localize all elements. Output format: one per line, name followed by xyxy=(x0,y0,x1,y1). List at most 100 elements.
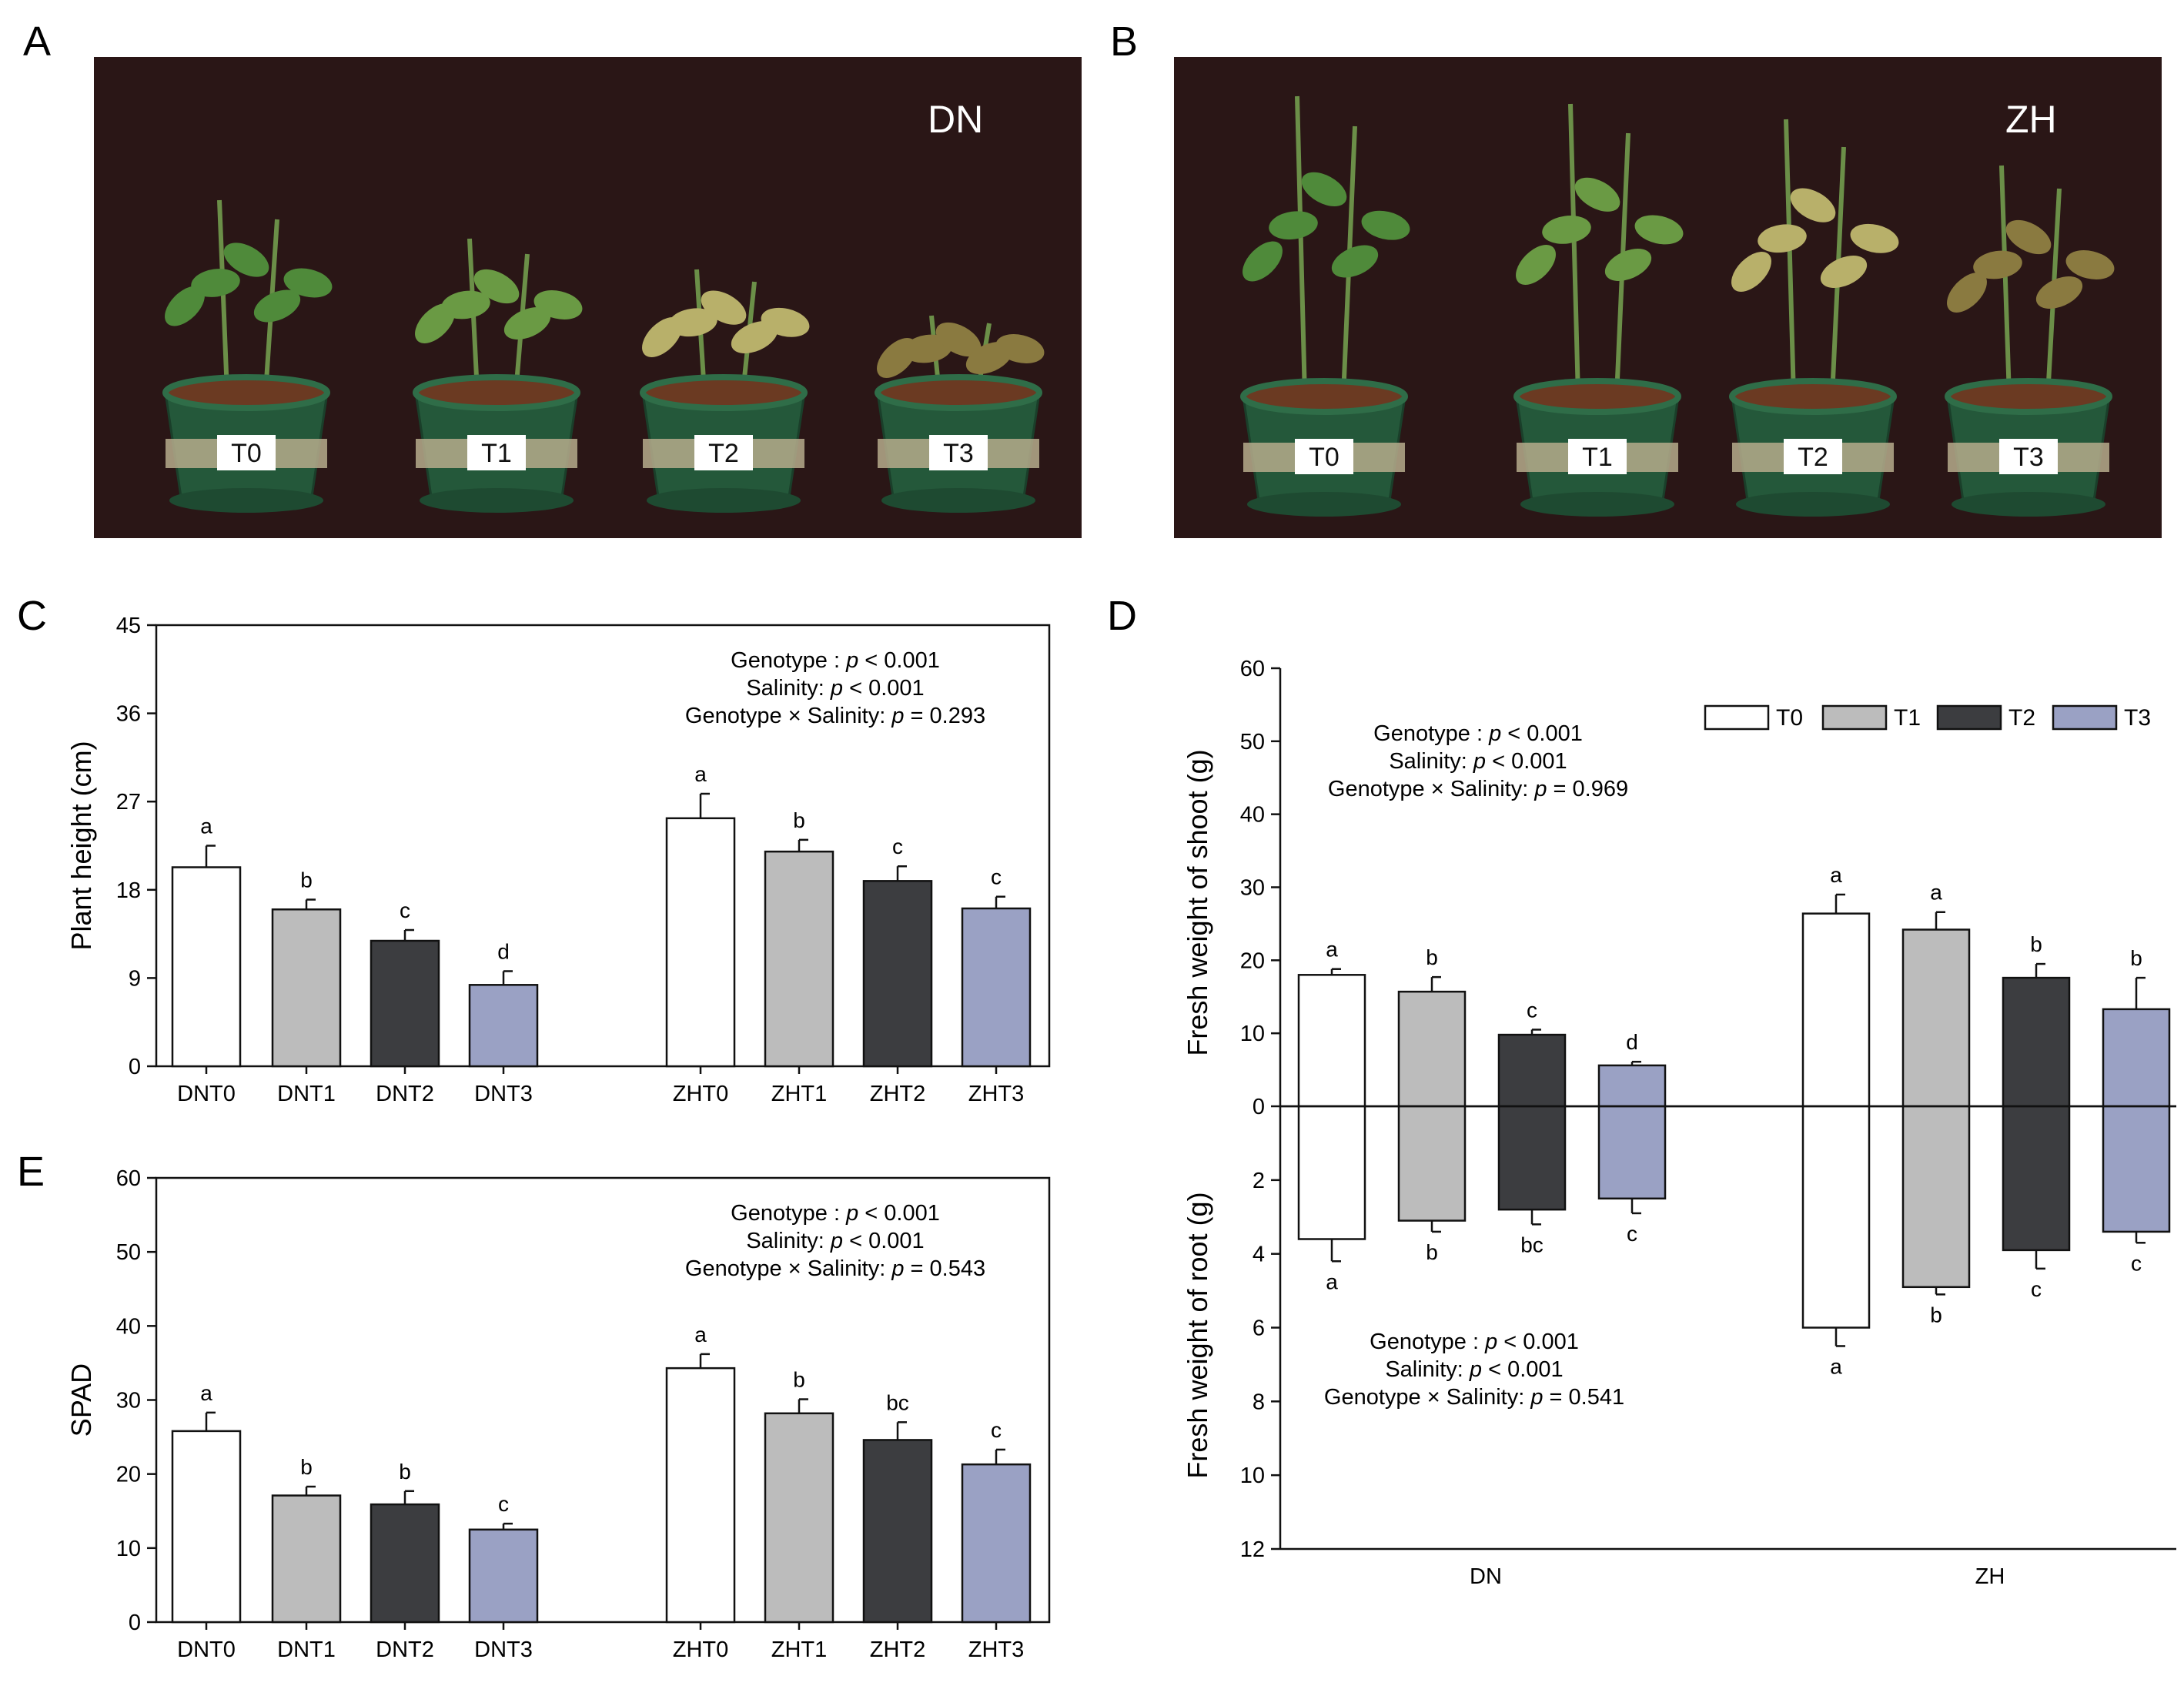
significance-letter: d xyxy=(497,939,510,963)
x-tick-label: ZHT3 xyxy=(968,1082,1025,1106)
plant-leaf xyxy=(1542,216,1591,244)
root-bar xyxy=(1801,1105,1871,1329)
root-bar xyxy=(1597,1105,1667,1200)
pot-rim xyxy=(875,374,1042,411)
significance-letter: d xyxy=(1626,1030,1638,1054)
significance-letter: b xyxy=(399,1460,411,1484)
photo-dn-genotype-label: DN xyxy=(928,98,983,141)
y-tick-label: 18 xyxy=(116,878,141,903)
significance-letter: b xyxy=(1930,1303,1942,1326)
significance-letter: a xyxy=(1326,938,1338,962)
plant-leaf xyxy=(1820,256,1868,288)
x-tick-label: DNT3 xyxy=(474,1082,533,1106)
shoot-bar xyxy=(1497,1033,1567,1108)
panel-letter-d: D xyxy=(1107,593,1137,639)
shoot-bar xyxy=(1901,928,1971,1108)
significance-letter: c xyxy=(1627,1222,1637,1246)
plant-leaf xyxy=(731,321,778,353)
significance-letter: a xyxy=(1830,1354,1842,1378)
legend-label: T2 xyxy=(2008,705,2035,731)
pot-label-box xyxy=(1295,439,1353,474)
panel-letter-b: B xyxy=(1110,18,1138,65)
plant-leaf xyxy=(165,286,205,326)
chart-spad: 0 10 20 30 40 50 60 SPAD a DNT0 b DNT1 b DNT2 c DNT3 a ZH… xyxy=(65,1166,1051,1662)
pot-label: T2 xyxy=(1798,443,1828,472)
plant-leaf xyxy=(995,334,1045,363)
bar xyxy=(961,1463,1032,1624)
significance-letter: c xyxy=(1527,998,1537,1022)
significance-letter: a xyxy=(694,762,707,786)
plant-leaf xyxy=(223,243,269,277)
x-tick-label: ZHT0 xyxy=(673,1637,729,1662)
y-axis-label-root: Fresh weight of root (g) xyxy=(1182,1192,1213,1478)
pot-label: T2 xyxy=(708,439,739,468)
root-bar xyxy=(2002,1105,2071,1252)
stats-line-shoot: Genotype × Salinity: p = 0.969 xyxy=(1328,777,1628,801)
y-tick-label: 60 xyxy=(1240,657,1265,681)
significance-letter: bc xyxy=(886,1390,909,1414)
pot-label-box xyxy=(1784,439,1842,474)
y-tick-label: 20 xyxy=(1240,948,1265,973)
pot-label-box xyxy=(467,435,526,470)
y-tick-label: 6 xyxy=(1253,1316,1265,1341)
plant-leaf xyxy=(1361,210,1410,240)
y-axis-label-shoot: Fresh weight of shoot (g) xyxy=(1182,749,1213,1055)
stats-line-root: Genotype × Salinity: p = 0.541 xyxy=(1324,1385,1624,1410)
plant-leaf xyxy=(668,308,717,337)
significance-letter: b xyxy=(1426,945,1438,969)
legend-swatch xyxy=(1821,704,1888,731)
significance-letter: b xyxy=(2030,932,2042,956)
plant-leaf xyxy=(283,268,333,298)
stats-line-root: Genotype : p < 0.001 xyxy=(1370,1330,1579,1354)
significance-letter: a xyxy=(1830,863,1842,887)
y-tick-label: 40 xyxy=(116,1314,141,1339)
root-bar xyxy=(1397,1105,1467,1222)
significance-letter: b xyxy=(300,1455,313,1479)
stats-line: Genotype : p < 0.001 xyxy=(731,648,940,673)
pot-label-box xyxy=(1568,439,1627,474)
significance-letter: b xyxy=(793,808,805,832)
stats-line-shoot: Genotype : p < 0.001 xyxy=(1373,721,1583,746)
pot-saucer xyxy=(1736,492,1890,517)
x-tick-label: ZHT3 xyxy=(968,1637,1025,1662)
pot-rim xyxy=(1240,378,1408,415)
chart-plant-height: 0 9 18 27 36 45 Plant height (cm) a DNT0 b DNT1 c DN… xyxy=(65,614,1051,1106)
pot-saucer xyxy=(1247,492,1401,517)
bar xyxy=(764,1412,834,1624)
pot-rim xyxy=(640,374,808,411)
stats-line: Salinity: p < 0.001 xyxy=(746,676,924,701)
bar xyxy=(271,1494,342,1624)
significance-letter: c xyxy=(400,898,410,922)
pot-rim xyxy=(413,374,580,411)
y-tick-label: 40 xyxy=(1240,803,1265,828)
photo-zh-genotype-label: ZH xyxy=(2005,98,2057,141)
legend-swatch xyxy=(1936,704,2002,731)
x-tick-label: ZHT1 xyxy=(771,1637,828,1662)
plant-leaf xyxy=(1604,249,1652,281)
significance-letter: b xyxy=(2130,946,2142,970)
panel-letter-c: C xyxy=(17,593,47,639)
significance-letter: a xyxy=(694,1323,707,1346)
stats-line: Genotype × Salinity: p = 0.543 xyxy=(685,1256,985,1281)
x-tick-label: DNT0 xyxy=(177,1637,236,1662)
plant-leaf xyxy=(533,290,583,319)
legend-swatch xyxy=(2052,704,2118,731)
shoot-bar xyxy=(1597,1064,1667,1108)
y-tick-label: 4 xyxy=(1253,1243,1265,1267)
significance-letter: a xyxy=(1326,1270,1338,1293)
y-tick-label: 9 xyxy=(129,966,141,991)
legend-label: T1 xyxy=(1894,705,1921,731)
significance-letter: c xyxy=(991,1418,1002,1442)
x-tick-label: ZHT2 xyxy=(870,1082,926,1106)
pot-label: T3 xyxy=(2013,443,2044,472)
shoot-bar xyxy=(1801,912,1871,1108)
pot-label: T3 xyxy=(943,439,974,468)
plant-leaf xyxy=(701,290,747,325)
y-tick-label: 20 xyxy=(116,1463,141,1487)
significance-letter: c xyxy=(2031,1277,2042,1301)
bar xyxy=(271,908,342,1068)
pot-label-box xyxy=(217,435,276,470)
y-axis-label: SPAD xyxy=(65,1363,97,1437)
shoot-bar xyxy=(1397,990,1467,1108)
stats-line-root: Salinity: p < 0.001 xyxy=(1385,1357,1563,1382)
